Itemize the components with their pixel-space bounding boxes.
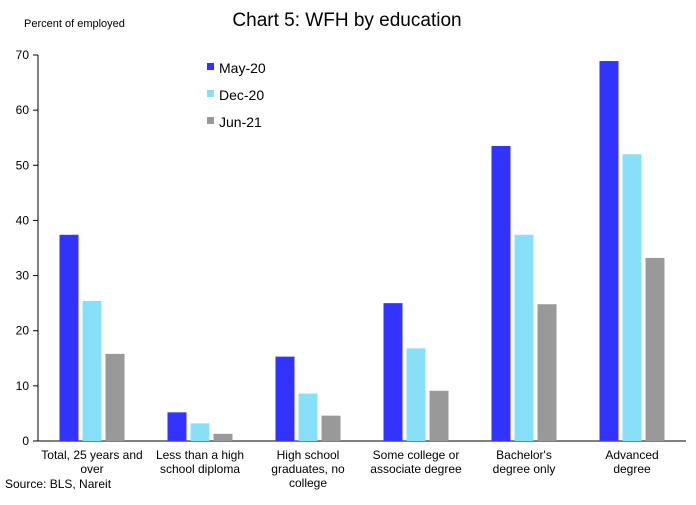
bar — [491, 145, 511, 441]
category-label-line: Total, 25 years and — [41, 448, 142, 462]
bar — [59, 234, 79, 441]
legend: May-20 Dec-20 Jun-21 — [207, 60, 266, 130]
y-tick-label: 30 — [16, 269, 30, 283]
category-label: Less than a high school diploma — [156, 448, 244, 476]
y-tick-label: 70 — [16, 48, 30, 62]
category-labels: Total, 25 years and over Less than a high s… — [41, 448, 658, 490]
y-tick-label: 20 — [16, 324, 30, 338]
category-label-line: Advanced — [605, 448, 658, 462]
category-label-line: High school — [277, 448, 340, 462]
legend-swatch — [207, 63, 214, 70]
bar — [105, 353, 125, 441]
category-label-line: graduates, no — [271, 462, 345, 476]
y-axis: 0 10 20 30 40 50 60 70 — [16, 48, 39, 448]
category-label-line: Some college or — [373, 448, 460, 462]
bar — [514, 234, 534, 441]
y-axis-label: Percent of employed — [24, 18, 125, 30]
y-tick-label: 10 — [16, 379, 30, 393]
category-label: Total, 25 years and over — [41, 448, 142, 476]
category-label-line: degree only — [493, 462, 556, 476]
category-label-line: degree — [613, 462, 651, 476]
category-label: Bachelor's degree only — [493, 448, 556, 476]
category-label-line: college — [289, 476, 327, 490]
category-label-line: Less than a high — [156, 448, 244, 462]
category-label: Some college or associate degree — [370, 448, 462, 476]
bar — [645, 257, 665, 441]
source-note: Source: BLS, Nareit — [5, 477, 112, 491]
y-tick-label: 60 — [16, 103, 30, 117]
category-label-line: Bachelor's — [496, 448, 552, 462]
y-tick-label: 40 — [16, 213, 30, 227]
bar — [190, 423, 210, 441]
category-label: Advanced degree — [605, 448, 658, 476]
bar — [298, 393, 318, 441]
bars — [59, 61, 665, 442]
chart-title: Chart 5: WFH by education — [232, 10, 461, 31]
y-tick-label: 50 — [16, 158, 30, 172]
legend-swatch — [207, 117, 214, 124]
y-tick-label: 0 — [22, 434, 29, 448]
bar — [383, 303, 403, 441]
bar — [406, 348, 426, 441]
legend-label: Jun-21 — [219, 114, 262, 130]
bar — [82, 300, 102, 441]
bar — [213, 433, 233, 441]
bar — [537, 304, 557, 441]
bar — [599, 61, 619, 442]
bar — [429, 390, 449, 441]
category-label-line: school diploma — [160, 462, 240, 476]
category-label-line: associate degree — [370, 462, 462, 476]
bar — [167, 412, 187, 441]
bar — [275, 356, 295, 441]
bar — [622, 154, 642, 441]
bar — [321, 415, 341, 441]
legend-swatch — [207, 90, 214, 97]
legend-label: May-20 — [219, 60, 266, 76]
legend-label: Dec-20 — [219, 87, 264, 103]
category-label: High school graduates, no college — [271, 448, 345, 490]
category-label-line: over — [80, 462, 103, 476]
